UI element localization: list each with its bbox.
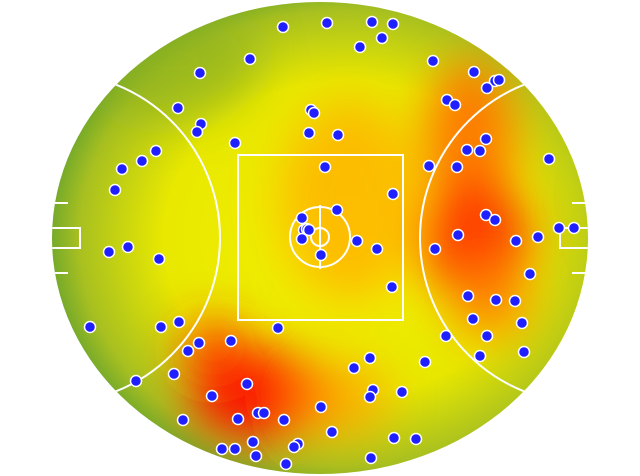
point (224, 334, 238, 348)
point (567, 221, 581, 235)
point (246, 435, 260, 449)
point (467, 65, 481, 79)
point (152, 252, 166, 266)
point (205, 389, 219, 403)
point (428, 242, 442, 256)
point (479, 132, 493, 146)
point (386, 187, 400, 201)
point (83, 320, 97, 334)
point (450, 160, 464, 174)
point (363, 390, 377, 404)
point (314, 400, 328, 414)
point (331, 128, 345, 142)
point (353, 40, 367, 54)
point (552, 221, 566, 235)
point (350, 234, 364, 248)
point (517, 345, 531, 359)
point (129, 374, 143, 388)
point (181, 344, 195, 358)
point (302, 223, 316, 237)
point (149, 144, 163, 158)
point (370, 242, 384, 256)
point (171, 101, 185, 115)
point (167, 367, 181, 381)
point (542, 152, 556, 166)
point (439, 329, 453, 343)
point (480, 329, 494, 343)
point (271, 321, 285, 335)
point (531, 230, 545, 244)
point (192, 336, 206, 350)
point (172, 315, 186, 329)
point (277, 413, 291, 427)
point (228, 136, 242, 150)
point (121, 240, 135, 254)
point (448, 98, 462, 112)
point (488, 213, 502, 227)
point (115, 162, 129, 176)
point (108, 183, 122, 197)
point (320, 16, 334, 30)
point (422, 159, 436, 173)
point (231, 412, 245, 426)
point (395, 385, 409, 399)
point (364, 451, 378, 465)
point (302, 126, 316, 140)
point (385, 280, 399, 294)
point (508, 294, 522, 308)
point (489, 293, 503, 307)
point (347, 361, 361, 375)
point (451, 228, 465, 242)
point (375, 31, 389, 45)
point (492, 73, 506, 87)
point (276, 20, 290, 34)
point (249, 449, 263, 463)
point (307, 106, 321, 120)
point (461, 289, 475, 303)
point (426, 54, 440, 68)
point (154, 320, 168, 334)
point (473, 144, 487, 158)
point (287, 440, 301, 454)
point (325, 425, 339, 439)
point (365, 15, 379, 29)
point (228, 442, 242, 456)
point (190, 125, 204, 139)
point (243, 52, 257, 66)
point (135, 154, 149, 168)
point (386, 17, 400, 31)
point (523, 267, 537, 281)
point (363, 351, 377, 365)
point (193, 66, 207, 80)
point (318, 160, 332, 174)
point (509, 234, 523, 248)
point (418, 355, 432, 369)
point (295, 232, 309, 246)
point (387, 431, 401, 445)
point (295, 211, 309, 225)
point (466, 312, 480, 326)
point (176, 413, 190, 427)
point (460, 143, 474, 157)
points (83, 15, 581, 471)
point (215, 442, 229, 456)
point (240, 377, 254, 391)
point (473, 349, 487, 363)
point (102, 245, 116, 259)
point (257, 406, 271, 420)
point (409, 432, 423, 446)
point (314, 248, 328, 262)
point (279, 457, 293, 471)
point (480, 81, 494, 95)
point (515, 316, 529, 330)
point (330, 203, 344, 217)
